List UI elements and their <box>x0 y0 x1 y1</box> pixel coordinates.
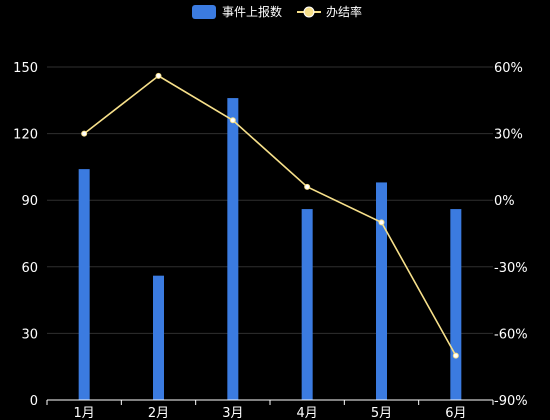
legend: 事件上报数 办结率 <box>192 4 362 19</box>
left-tick-label: 150 <box>13 61 38 76</box>
line-point[interactable] <box>304 183 311 190</box>
x-tick-label: 5月 <box>371 406 392 420</box>
bar[interactable] <box>450 209 462 400</box>
legend-bar-swatch[interactable] <box>192 5 216 19</box>
bar-series <box>78 98 462 400</box>
left-tick-label: 60 <box>21 261 38 276</box>
line-point[interactable] <box>155 72 162 79</box>
right-tick-label: -90% <box>494 394 528 409</box>
bar[interactable] <box>153 275 164 400</box>
line-point[interactable] <box>81 130 88 137</box>
gridlines <box>47 66 493 334</box>
legend-bar-label[interactable]: 事件上报数 <box>222 4 282 19</box>
x-tick-label: 4月 <box>297 406 318 420</box>
line-series <box>81 72 459 359</box>
x-tick-label: 3月 <box>222 406 243 420</box>
line-point[interactable] <box>452 352 459 359</box>
bar[interactable] <box>227 98 239 400</box>
axes: 0 30 60 90 120 150 -90% -60% -30% 0% 30% 60% 1月 2月 3月 4… <box>13 61 527 420</box>
line-path <box>83 74 457 356</box>
x-tick-label: 6月 <box>445 406 466 420</box>
bar[interactable] <box>376 182 387 400</box>
right-tick-label: 0% <box>494 194 515 209</box>
line-point[interactable] <box>378 219 385 226</box>
right-tick-label: 60% <box>494 61 523 76</box>
line-point[interactable] <box>229 117 236 124</box>
bar[interactable] <box>78 169 90 400</box>
x-tick-label: 1月 <box>74 406 95 420</box>
right-tick-label: -60% <box>494 327 528 342</box>
bar[interactable] <box>301 209 313 400</box>
legend-line-label[interactable]: 办结率 <box>326 4 362 19</box>
left-tick-label: 30 <box>21 327 38 342</box>
x-tick-label: 2月 <box>148 406 169 420</box>
legend-line-marker[interactable] <box>303 6 315 18</box>
right-tick-label: -30% <box>494 261 528 276</box>
left-tick-label: 120 <box>13 128 38 143</box>
left-tick-label: 0 <box>30 394 38 409</box>
right-tick-label: 30% <box>494 128 523 143</box>
left-tick-label: 90 <box>21 194 38 209</box>
